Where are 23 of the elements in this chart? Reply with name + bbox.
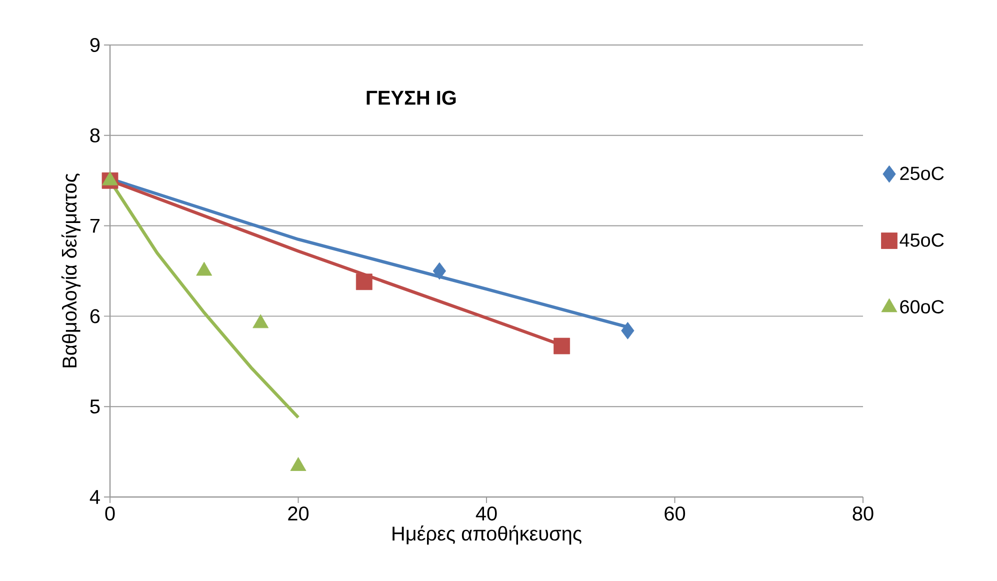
x-axis-title: Ημέρες αποθήκευσης (392, 525, 582, 545)
text: ΓΕΥΣΗ IG (366, 90, 456, 105)
legend-label: 25oC (900, 166, 944, 180)
x-tick-label: 40 (476, 506, 497, 521)
point (554, 338, 570, 354)
y-tick-label: 9 (90, 38, 100, 52)
x-tick-label: 0 (105, 506, 115, 521)
y-tick-label: 6 (90, 309, 100, 324)
y-tick-label: 5 (90, 400, 100, 414)
y-tick-label: 8 (90, 128, 100, 142)
x-tick-label: 60 (664, 506, 686, 521)
point (356, 274, 372, 290)
point (432, 262, 446, 280)
x-tick-label: 20 (288, 506, 309, 521)
y-tick-label: 4 (90, 490, 100, 504)
point (252, 314, 269, 328)
point (290, 457, 306, 471)
point (621, 322, 634, 340)
y-axis-title: Βαθμολογία δείγματος (61, 174, 81, 368)
x-tick-label: 80 (852, 506, 874, 521)
legend-label: 45oC (900, 233, 944, 247)
y-tick-label: 7 (90, 218, 100, 233)
legend-label: 60oC (900, 300, 944, 314)
